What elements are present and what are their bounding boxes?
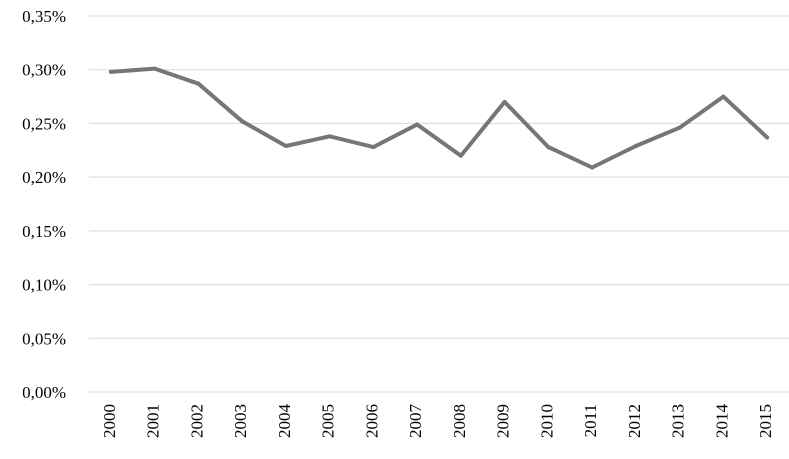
- x-tick-label: 2013: [669, 404, 688, 438]
- x-tick-label: 2008: [450, 404, 469, 438]
- data-point: [152, 66, 157, 71]
- gridlines: [89, 15, 789, 393]
- x-tick-label: 2009: [494, 404, 513, 438]
- data-point: [327, 134, 332, 139]
- x-tick-label: 2001: [144, 404, 163, 438]
- data-point: [590, 165, 595, 170]
- data-point: [677, 125, 682, 130]
- x-tick-label: 2000: [100, 404, 119, 438]
- data-point: [240, 119, 245, 124]
- y-tick-label: 0,05%: [22, 329, 66, 348]
- series-layer: [108, 66, 770, 170]
- x-tick-label: 2014: [712, 404, 731, 439]
- y-tick-label: 0,10%: [22, 276, 66, 295]
- data-point: [371, 145, 376, 150]
- series-line: [108, 66, 770, 170]
- data-point: [415, 122, 420, 127]
- y-tick-label: 0,15%: [22, 222, 66, 241]
- data-point: [633, 143, 638, 148]
- x-axis-tick-labels: 2000 2001 2002 2003 2004 2005 2006 2007 2008 2009…: [100, 404, 775, 439]
- y-tick-label: 0,00%: [22, 383, 66, 402]
- data-point: [108, 69, 113, 74]
- y-tick-label: 0,35%: [22, 7, 66, 26]
- x-tick-label: 2002: [187, 404, 206, 438]
- data-point: [546, 145, 551, 150]
- data-point: [283, 143, 288, 148]
- y-tick-label: 0,20%: [22, 168, 66, 187]
- x-tick-label: 2011: [581, 404, 600, 437]
- x-tick-label: 2015: [756, 404, 775, 438]
- x-tick-label: 2004: [275, 404, 294, 439]
- data-point: [765, 135, 770, 140]
- x-tick-label: 2006: [362, 404, 381, 438]
- x-tick-label: 2010: [537, 404, 556, 438]
- data-point: [196, 81, 201, 86]
- data-point: [721, 94, 726, 99]
- x-tick-label: 2005: [319, 404, 338, 438]
- y-axis-tick-labels: 0,00% 0,05% 0,10% 0,15% 0,20% 0,25% 0,30% 0,35%: [22, 7, 66, 402]
- x-tick-label: 2012: [625, 404, 644, 438]
- x-tick-label: 2003: [231, 404, 250, 438]
- data-point: [502, 99, 507, 104]
- x-tick-label: 2007: [406, 404, 425, 439]
- y-tick-label: 0,30%: [22, 61, 66, 80]
- data-point: [458, 153, 463, 158]
- y-tick-label: 0,25%: [22, 114, 66, 133]
